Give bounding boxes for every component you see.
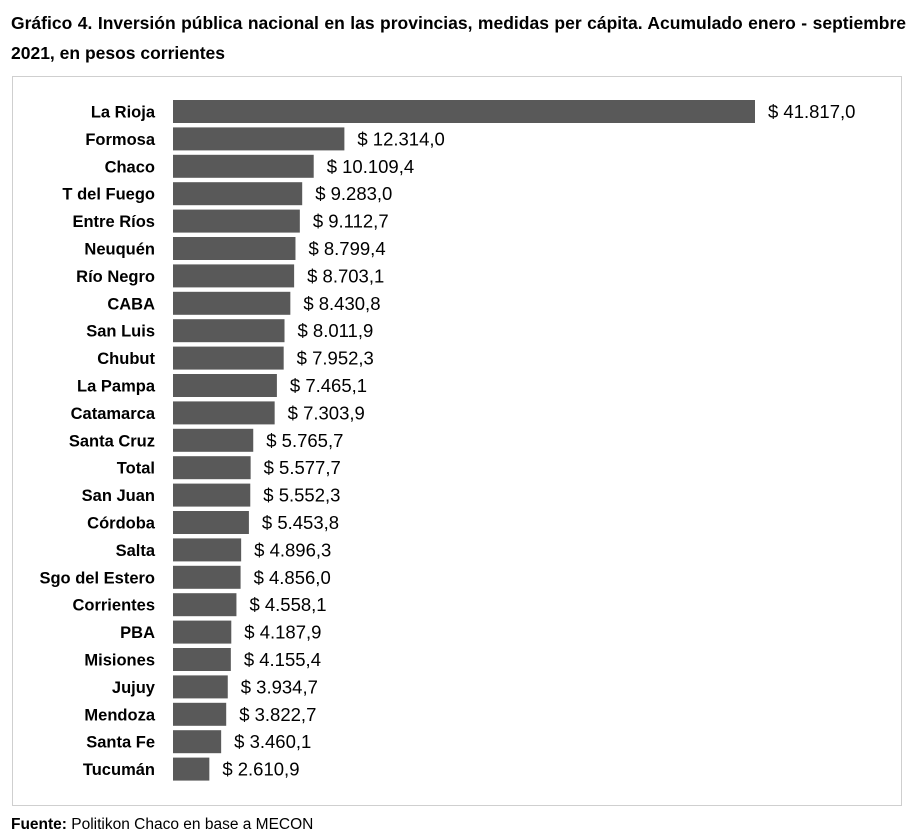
category-label-corrientes: Corrientes [72,597,155,615]
category-label-mendoza: Mendoza [84,706,155,724]
source-label: Fuente: [11,816,67,833]
data-label-formosa: $ 12.314,0 [357,128,444,149]
category-label-la-rioja: La Rioja [91,104,156,122]
data-label-total: $ 5.577,7 [264,457,341,478]
bar-santa-cruz [173,428,254,452]
bar-caba [173,291,291,315]
bar-corrientes [173,593,237,617]
bar-salta [173,538,242,562]
bar-san-luis [173,319,285,343]
data-label-mendoza: $ 3.822,7 [239,704,316,725]
bar-rio-negro [173,264,295,288]
category-label-cordoba: Córdoba [87,515,156,533]
data-label-corrientes: $ 4.558,1 [249,594,326,615]
category-label-pba: PBA [120,624,155,642]
bar-san-juan [173,483,251,507]
category-label-catamarca: Catamarca [71,405,156,423]
data-label-la-pampa: $ 7.465,1 [290,375,367,396]
source-text: Politikon Chaco en base a MECON [66,816,314,833]
bar-chaco [173,154,314,178]
category-label-salta: Salta [116,542,156,560]
bar-sgo-del-estero [173,565,241,589]
data-label-san-luis: $ 8.011,9 [298,320,374,341]
bar-chubut [173,346,284,370]
bar-pba [173,620,232,644]
bar-jujuy [173,675,228,699]
category-label-chubut: Chubut [97,350,155,368]
data-label-t-del-fuego: $ 9.283,0 [315,183,392,204]
bar-la-pampa [173,374,277,397]
bar-santa-fe [173,730,222,754]
category-label-rio-negro: Río Negro [76,268,155,286]
bar-cordoba [173,511,249,534]
chart-title: Gráfico 4. Inversión pública nacional en… [11,13,906,63]
category-label-misiones: Misiones [84,652,155,670]
category-label-san-juan: San Juan [82,487,155,505]
bar-tucuman [173,757,210,781]
source-note: Fuente: Politikon Chaco en base a MECON [11,816,313,834]
category-label-sgo-del-estero: Sgo del Estero [39,569,155,587]
data-label-la-rioja: $ 41.817,0 [768,101,855,122]
category-label-jujuy: Jujuy [112,679,156,697]
data-label-chaco: $ 10.109,4 [327,156,414,177]
data-label-cordoba: $ 5.453,8 [262,512,339,533]
category-label-t-del-fuego: T del Fuego [62,186,155,204]
data-label-chubut: $ 7.952,3 [297,348,374,369]
category-label-la-pampa: La Pampa [77,378,156,396]
data-label-salta: $ 4.896,3 [254,539,331,560]
data-label-sgo-del-estero: $ 4.856,0 [254,567,331,588]
category-label-santa-cruz: Santa Cruz [69,432,155,450]
bar-total [173,456,251,480]
data-label-misiones: $ 4.155,4 [244,649,321,670]
data-label-entre-rios: $ 9.112,7 [313,211,389,232]
data-label-jujuy: $ 3.934,7 [241,676,318,697]
data-label-santa-fe: $ 3.460,1 [234,731,311,752]
category-label-tucuman: Tucumán [83,761,155,779]
data-label-neuquen: $ 8.799,4 [308,238,385,259]
data-label-santa-cruz: $ 5.765,7 [266,430,343,451]
category-label-santa-fe: Santa Fe [86,734,155,752]
data-label-rio-negro: $ 8.703,1 [307,265,384,286]
data-label-tucuman: $ 2.610,9 [222,759,299,780]
category-label-formosa: Formosa [85,131,156,149]
bar-formosa [173,127,345,151]
bar-t-del-fuego [173,182,303,206]
bar-neuquen [173,237,296,260]
category-label-neuquen: Neuquén [84,241,155,259]
data-label-pba: $ 4.187,9 [244,622,321,643]
category-label-chaco: Chaco [105,158,155,176]
bar-catamarca [173,401,275,425]
data-label-catamarca: $ 7.303,9 [288,402,365,423]
bar-misiones [173,648,231,671]
bar-la-rioja [173,100,755,123]
category-label-caba: CABA [107,295,155,313]
category-label-entre-rios: Entre Ríos [72,213,155,231]
category-label-san-luis: San Luis [86,323,155,341]
data-label-san-juan: $ 5.552,3 [263,485,340,506]
data-label-caba: $ 8.430,8 [303,293,380,314]
category-label-total: Total [117,460,155,478]
bar-entre-rios [173,209,300,233]
bar-mendoza [173,702,227,726]
chart-frame [12,76,902,806]
